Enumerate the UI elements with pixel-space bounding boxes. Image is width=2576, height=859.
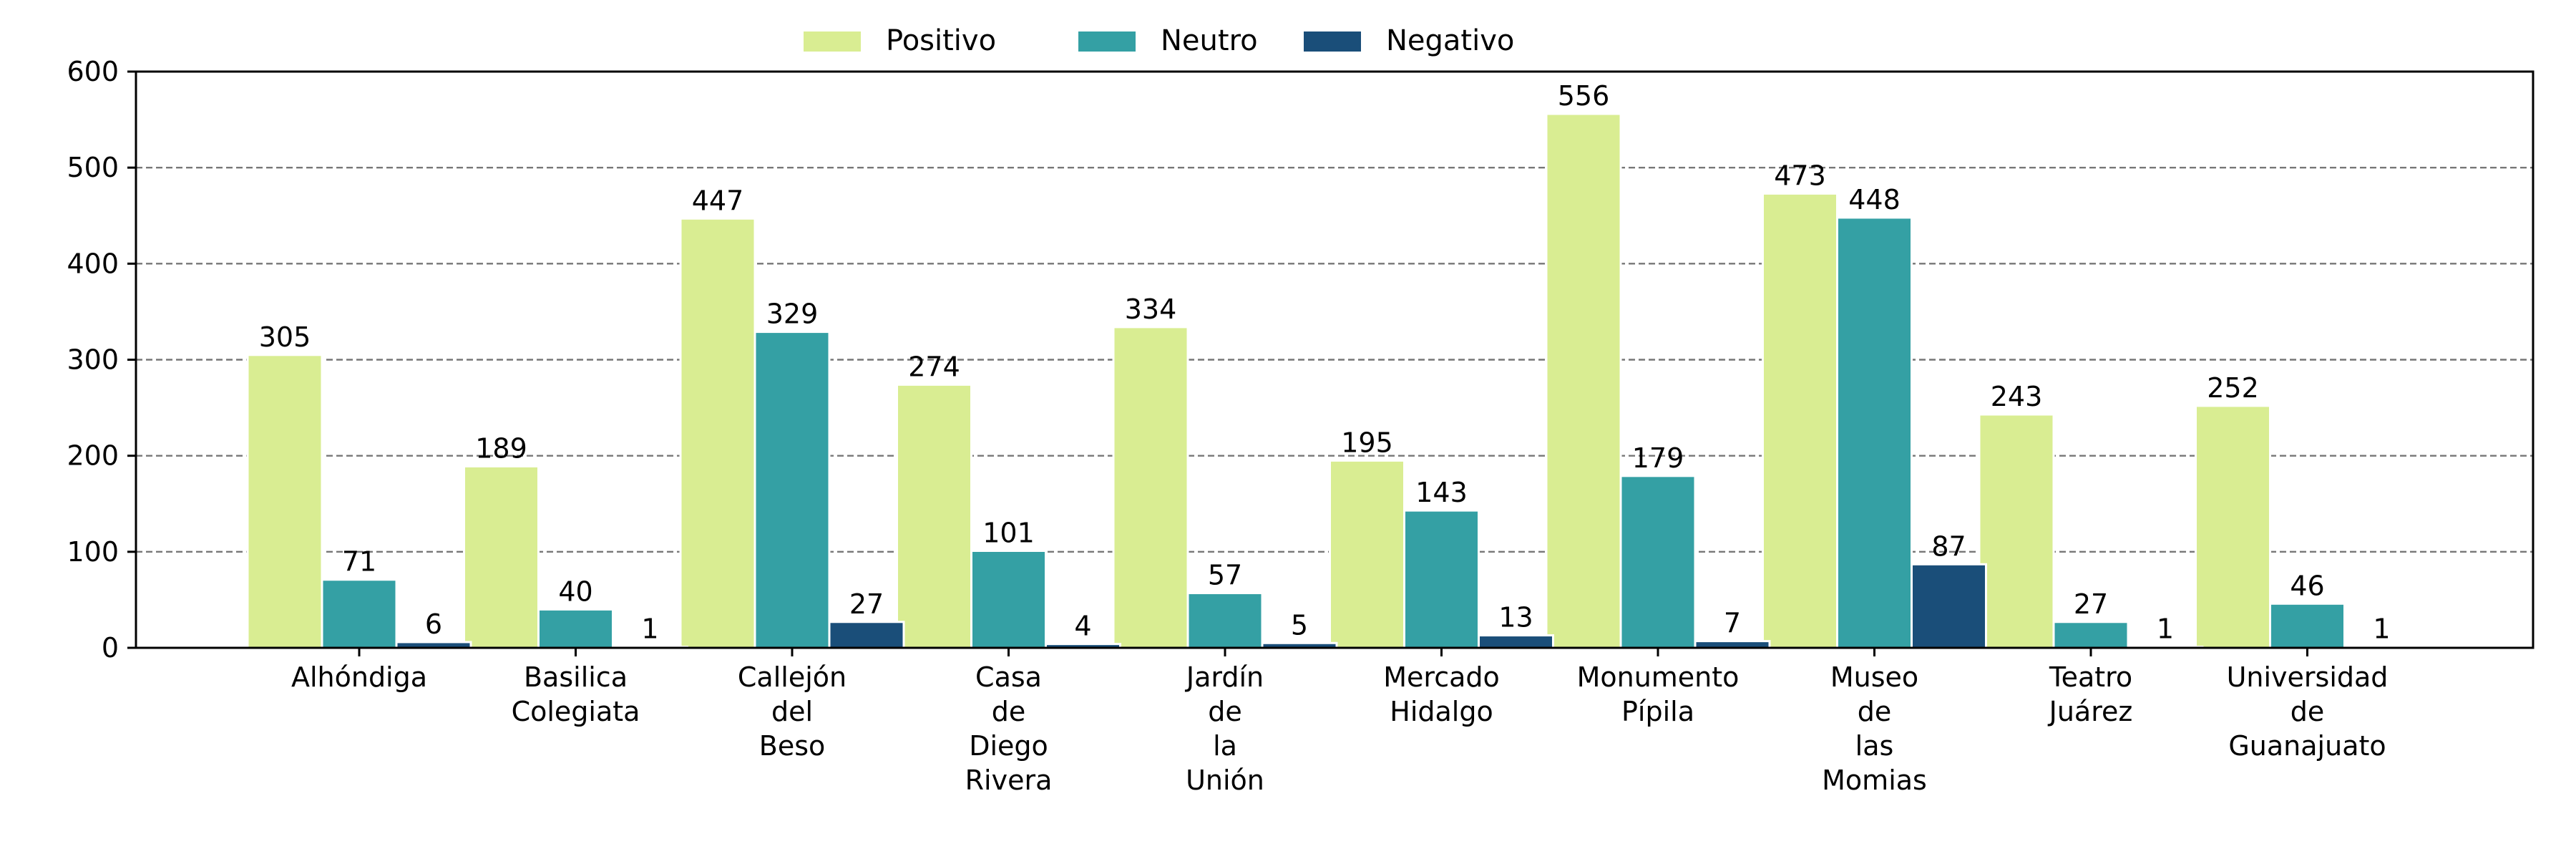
x-tick-label: Jardín de la Unión [1185, 661, 1264, 796]
data-label: 556 [1558, 80, 1610, 112]
x-tick-label: Universidad de Guanajuato [2227, 661, 2389, 762]
x-tick-label: Museo de las Momias [1822, 661, 1927, 796]
data-label: 46 [2290, 570, 2324, 601]
data-label: 87 [1931, 530, 1966, 562]
bar-positivo-2 [679, 217, 756, 649]
legend-label-negativo: Negativo [1386, 24, 1514, 57]
bar-neutro-8 [2052, 621, 2129, 649]
data-label: 195 [1341, 427, 1393, 458]
data-label: 101 [982, 517, 1035, 548]
data-label: 448 [1848, 184, 1901, 215]
bar-positivo-1 [463, 465, 540, 649]
data-label: 5 [1291, 609, 1308, 641]
y-tick-label: 300 [67, 344, 119, 376]
bar-negativo-5 [1478, 634, 1554, 649]
data-label: 447 [692, 185, 744, 216]
y-tick-label: 0 [102, 632, 119, 664]
bar-positivo-4 [1112, 326, 1189, 649]
bar-positivo-0 [246, 354, 323, 649]
legend-label-positivo: Positivo [886, 24, 996, 57]
bar-positivo-3 [896, 383, 972, 649]
y-tick-label: 500 [67, 152, 119, 183]
y-tick-label: 100 [67, 536, 119, 568]
bar-neutro-3 [970, 549, 1047, 649]
data-label: 1 [641, 613, 658, 645]
bar-positivo-6 [1545, 112, 1622, 649]
data-label: 1 [2373, 613, 2390, 645]
data-label: 329 [766, 299, 819, 330]
data-label: 13 [1498, 602, 1533, 634]
data-label: 27 [2074, 588, 2108, 620]
data-label: 305 [259, 321, 311, 353]
legend-swatch-neutro [1078, 31, 1136, 52]
data-label: 40 [558, 576, 592, 607]
x-tick-label: Alhóndiga [291, 661, 427, 693]
data-label: 1 [2157, 613, 2174, 645]
bar-neutro-4 [1186, 592, 1264, 649]
grid-lines [136, 166, 2533, 553]
bar-positivo-7 [1762, 192, 1838, 649]
bar-neutro-9 [2269, 602, 2346, 649]
axes: 0 100 200 300 400 500 600 Alhóndiga Basilica Cole… [67, 56, 2534, 796]
legend-swatch-positivo [804, 31, 861, 52]
data-label: 334 [1125, 293, 1177, 325]
data-label: 7 [1724, 608, 1741, 639]
bar-neutro-6 [1619, 475, 1697, 649]
data-label: 57 [1208, 560, 1242, 591]
bar-positivo-5 [1329, 459, 1405, 649]
data-label: 4 [1074, 611, 1091, 642]
x-tick-label: Basilica Colegiata [512, 661, 640, 727]
legend: Positivo Neutro Negativo [804, 24, 1514, 57]
x-tick-label: Monumento Pípila [1577, 661, 1740, 727]
legend-label-neutro: Neutro [1161, 24, 1258, 57]
bar-negativo-7 [1911, 563, 1987, 649]
bar-neutro-1 [537, 608, 614, 649]
x-tick-label: Callejón del Beso [738, 661, 847, 762]
data-label: 179 [1632, 442, 1684, 474]
data-label: 143 [1415, 477, 1468, 508]
y-tick-label: 600 [67, 56, 119, 87]
data-label: 473 [1774, 160, 1826, 191]
bar-neutro-2 [753, 331, 831, 649]
data-label: 252 [2207, 372, 2259, 404]
data-label: 243 [1991, 381, 2043, 412]
x-tick-label: Casa de Diego Rivera [965, 661, 1053, 796]
bar-neutro-7 [1836, 216, 1913, 649]
data-label: 71 [342, 546, 376, 578]
data-label: 189 [475, 432, 527, 464]
bars [246, 112, 2420, 649]
bar-neutro-5 [1403, 509, 1480, 649]
bar-neutro-0 [321, 578, 398, 649]
data-label: 27 [849, 588, 884, 620]
y-tick-label: 400 [67, 248, 119, 279]
bar-positivo-9 [2195, 404, 2271, 649]
bar-negativo-2 [828, 621, 905, 649]
data-label: 6 [425, 608, 442, 640]
x-tick-label: Teatro Juárez [2048, 661, 2133, 727]
x-tick-label: Mercado Hidalgo [1383, 661, 1500, 727]
bar-positivo-8 [1978, 413, 2055, 649]
data-label: 274 [908, 351, 960, 382]
legend-swatch-negativo [1304, 31, 1361, 52]
y-tick-label: 200 [67, 440, 119, 472]
